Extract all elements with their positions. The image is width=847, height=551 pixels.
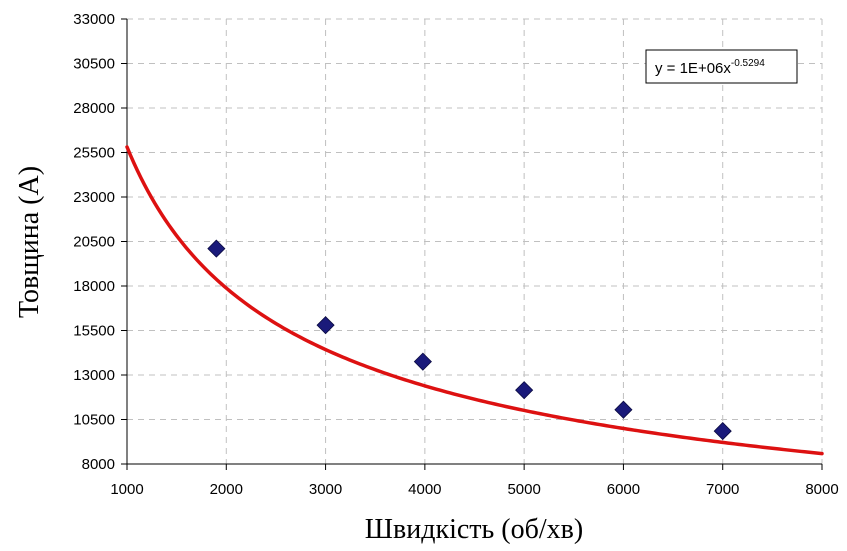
y-tick-label: 15500 [73,323,115,340]
x-tick-label: 7000 [706,481,739,498]
y-tick-label: 28000 [73,100,115,117]
y-tick-label: 18000 [73,278,115,295]
y-tick-label: 13000 [73,367,115,384]
data-point [714,423,731,440]
trendline [127,147,822,454]
y-tick-label: 33000 [73,11,115,28]
data-point [208,240,225,257]
x-tick-label: 8000 [805,481,838,498]
x-tick-label: 4000 [408,481,441,498]
data-point [516,382,533,399]
trendline-path [127,147,822,454]
grid-lines [127,19,822,464]
y-tick-label: 10500 [73,412,115,429]
y-tick-label: 30500 [73,56,115,73]
x-axis-title: Швидкість (об/хв) [365,514,583,545]
x-tick-label: 1000 [110,481,143,498]
x-tick-label: 2000 [210,481,243,498]
y-axis-title: Товщина (А) [14,166,45,318]
data-point [615,401,632,418]
data-points [208,240,731,439]
y-tick-label: 20500 [73,234,115,251]
y-tick-label: 23000 [73,189,115,206]
equation-box: y = 1E+06x-0.5294 [646,50,797,83]
data-point [317,317,334,334]
y-tick-label: 25500 [73,145,115,162]
x-tick-label: 3000 [309,481,342,498]
x-tick-label: 5000 [507,481,540,498]
y-tick-label: 8000 [82,456,115,473]
data-point [414,353,431,370]
x-tick-label: 6000 [607,481,640,498]
